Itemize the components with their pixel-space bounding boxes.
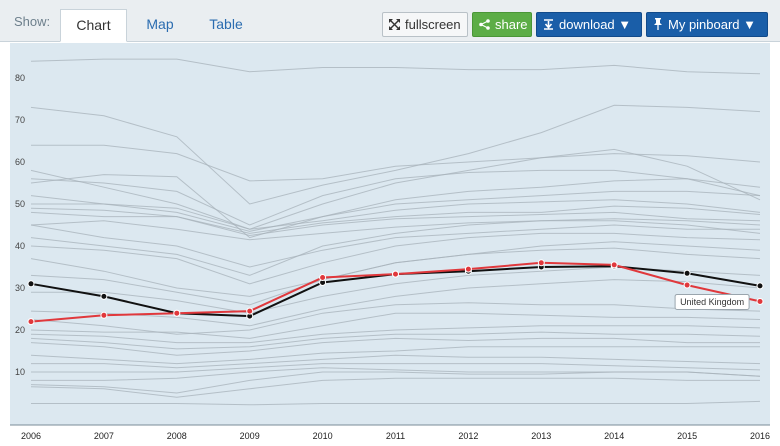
- benchmark-point: [27, 280, 35, 288]
- y-tick-label: 10: [15, 367, 25, 377]
- expand-arrows-icon: [389, 13, 400, 36]
- x-tick-label: 2008: [167, 431, 187, 441]
- highlight-point: [464, 265, 472, 273]
- background-series-line: [30, 174, 761, 239]
- highlight-point: [246, 307, 254, 315]
- x-tick-label: 2014: [604, 431, 624, 441]
- fullscreen-label: fullscreen: [405, 17, 461, 32]
- background-series-line: [30, 312, 761, 339]
- share-button[interactable]: share: [472, 12, 532, 37]
- benchmark-point: [100, 292, 108, 300]
- x-tick-label: 2011: [386, 431, 405, 441]
- background-series-line: [30, 58, 761, 75]
- y-tick-label: 50: [15, 199, 25, 209]
- highlight-point: [27, 318, 35, 326]
- background-series-line: [31, 199, 761, 230]
- y-tick-label: 20: [15, 325, 25, 335]
- tab-table-label: Table: [209, 16, 243, 32]
- y-tick-label: 80: [15, 73, 25, 83]
- background-series-line: [30, 371, 761, 394]
- highlight-point: [756, 297, 764, 305]
- background-series-line: [30, 325, 761, 344]
- pin-icon: [653, 13, 663, 36]
- highlight-point: [319, 274, 327, 281]
- callout-label: United Kingdom: [680, 297, 744, 307]
- highlight-point: [100, 311, 108, 319]
- show-label: Show:: [14, 14, 51, 29]
- benchmark-point: [683, 269, 691, 277]
- line-chart: 10 20 30 40 50 60 70 80 2006 2007 2008 2009 2010 201…: [10, 43, 770, 441]
- background-series-line: [30, 224, 760, 268]
- y-tick-label: 30: [15, 283, 25, 293]
- benchmark-point: [756, 282, 764, 290]
- fullscreen-button[interactable]: fullscreen: [382, 12, 468, 37]
- background-series-line: [30, 331, 761, 350]
- highlight-point: [683, 281, 691, 289]
- tab-chart-label: Chart: [76, 17, 111, 33]
- background-series-line: [30, 220, 761, 276]
- x-tick-label: 2007: [94, 431, 114, 441]
- background-series-line: [30, 337, 760, 356]
- x-tick-label: 2006: [21, 431, 41, 441]
- background-series-line: [30, 205, 761, 234]
- background-series-line: [31, 354, 761, 369]
- tab-map[interactable]: Map: [128, 9, 192, 42]
- background-series-line: [30, 218, 761, 241]
- pinboard-button[interactable]: My pinboard ▼: [646, 12, 768, 37]
- x-tick-label: 2015: [677, 431, 697, 441]
- highlight-point: [537, 259, 545, 267]
- x-tick-label: 2013: [531, 431, 551, 441]
- tab-map-label: Map: [146, 16, 174, 32]
- background-series-line: [30, 104, 761, 205]
- background-series-line: [31, 363, 761, 373]
- background-series-line: [30, 190, 761, 232]
- share-label: share: [495, 17, 528, 32]
- download-arrow-icon: [543, 13, 554, 36]
- tab-table[interactable]: Table: [194, 9, 258, 42]
- highlight-point: [610, 261, 618, 269]
- x-tick-label: 2016: [750, 431, 770, 441]
- background-series-line: [30, 169, 761, 226]
- download-button[interactable]: download ▼: [536, 12, 642, 37]
- y-tick-label: 40: [15, 241, 25, 251]
- y-tick-label: 60: [15, 157, 25, 167]
- background-series-line: [31, 400, 761, 406]
- x-tick-label: 2009: [240, 431, 260, 441]
- background-series-line: [30, 232, 761, 285]
- toolbar: Show: Chart Map Table fullscreen share: [0, 0, 780, 42]
- share-icon: [479, 13, 490, 36]
- background-series-line: [30, 211, 761, 237]
- pinboard-label: My pinboard ▼: [668, 17, 757, 32]
- background-series-line: [30, 377, 760, 398]
- background-series-line: [30, 247, 761, 306]
- download-label: download ▼: [559, 17, 632, 32]
- background-series-line: [30, 148, 761, 230]
- highlight-point: [173, 309, 181, 317]
- background-series-line: [30, 279, 761, 327]
- x-tick-label: 2010: [313, 431, 333, 441]
- background-series-line: [31, 144, 761, 182]
- y-tick-label: 70: [15, 115, 25, 125]
- x-tick-label: 2012: [458, 431, 478, 441]
- highlight-point: [392, 270, 399, 278]
- tab-chart[interactable]: Chart: [60, 9, 127, 42]
- background-series-line: [30, 346, 760, 365]
- background-series-line: [30, 302, 761, 335]
- callout-box: [674, 293, 750, 310]
